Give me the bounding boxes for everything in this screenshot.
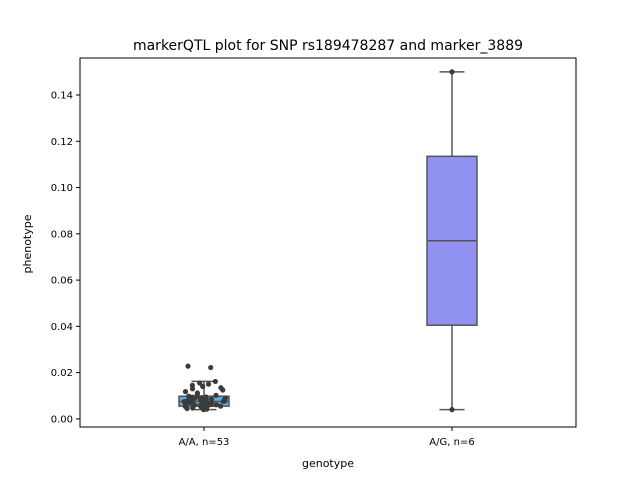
data-point (208, 396, 215, 402)
data-point (213, 402, 219, 408)
data-point (185, 363, 191, 369)
box-group (426, 69, 478, 413)
data-point (218, 385, 224, 391)
y-tick-label: 0.08 (51, 229, 73, 240)
data-point (213, 392, 219, 398)
data-point (222, 395, 228, 401)
plot-frame (79, 57, 577, 428)
data-point (182, 389, 189, 395)
data-point (199, 395, 205, 401)
data-point (449, 69, 455, 75)
data-point (449, 407, 455, 413)
y-tick-label: 0.14 (51, 91, 73, 102)
x-tick-label: A/A, n=53 (179, 437, 230, 448)
data-point (208, 364, 214, 371)
chart-title: markerQTL plot for SNP rs189478287 and m… (133, 38, 523, 54)
data-point (186, 393, 192, 399)
axes: 0.00 0.02 0.04 0.06 0.08 0.10 0.12 0.14 A/A, n=5… (51, 57, 577, 448)
x-tick-label: A/G, n=6 (429, 437, 474, 448)
x-axis-label: genotype (302, 457, 354, 470)
y-tick-label: 0.04 (51, 322, 73, 333)
y-tick-label: 0.12 (51, 137, 73, 148)
data-point (203, 394, 209, 400)
y-tick-label: 0.02 (51, 368, 73, 379)
y-tick-label: 0.00 (51, 414, 73, 425)
data-point (205, 381, 212, 387)
data-point (218, 403, 224, 409)
data-point (189, 382, 195, 388)
data-point (194, 390, 201, 396)
data-point (208, 400, 215, 406)
y-axis-label: phenotype (21, 214, 34, 273)
box-group (178, 363, 230, 413)
plot-area (178, 69, 478, 413)
data-point (197, 380, 203, 386)
data-point (197, 402, 203, 409)
data-point (200, 383, 206, 390)
data-point (212, 378, 218, 385)
y-tick-label: 0.06 (51, 276, 73, 287)
y-tick-label: 0.10 (51, 183, 73, 194)
